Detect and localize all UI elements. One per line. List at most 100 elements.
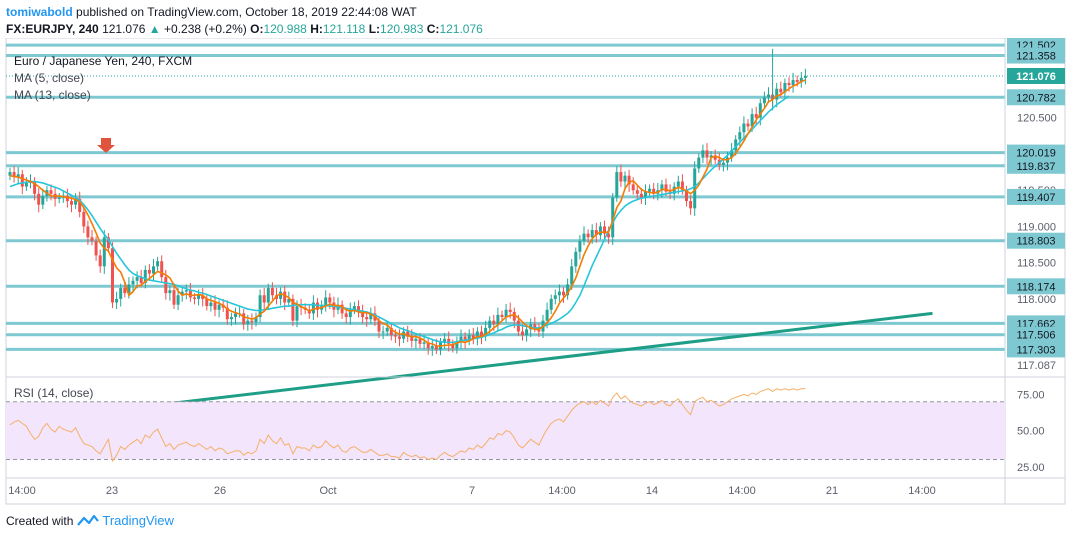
candle-body-48 xyxy=(205,298,209,307)
time-tick-2: 26 xyxy=(214,485,226,497)
level-badge-8 xyxy=(1007,188,1065,205)
author-name[interactable]: tomiwabold xyxy=(6,5,73,19)
tradingview-logo-icon xyxy=(77,514,100,526)
candle-body-181 xyxy=(750,114,754,127)
candle-body-167 xyxy=(693,168,697,209)
candle-body-108 xyxy=(451,343,455,349)
candle-body-53 xyxy=(225,307,229,320)
change-text: +0.238 (+0.2%) xyxy=(164,22,247,36)
candle-body-126 xyxy=(525,329,529,336)
high-label: H: xyxy=(310,22,323,36)
chart-legend: Euro / Japanese Yen, 240, FXCM MA (5, cl… xyxy=(14,54,192,400)
time-tick-1: 23 xyxy=(106,485,118,497)
candle-body-8 xyxy=(41,195,45,205)
candle-body-119 xyxy=(496,314,500,325)
trend-line[interactable] xyxy=(129,311,933,410)
candle-body-54 xyxy=(229,317,233,320)
candle-body-178 xyxy=(738,132,742,140)
candle-body-62 xyxy=(262,295,266,303)
rsi-tick-2: 25.00 xyxy=(1017,462,1045,474)
candle-body-135 xyxy=(562,291,565,296)
level-label-16: 117.303 xyxy=(1017,344,1056,356)
up-arrow-icon: ▲ xyxy=(148,22,161,36)
candle-body-112 xyxy=(467,335,471,341)
candles xyxy=(8,48,807,356)
candle-body-144 xyxy=(598,226,602,236)
candle-body-60 xyxy=(254,317,258,323)
candle-body-157 xyxy=(652,188,656,194)
candle-body-2 xyxy=(16,174,20,178)
candle-body-66 xyxy=(279,291,283,299)
candle-body-164 xyxy=(680,181,684,191)
price-axis[interactable]: 121.502121.358121.076120.782120.500120.0… xyxy=(6,38,1065,504)
candle-body-70 xyxy=(295,306,299,321)
candle-body-21 xyxy=(94,240,98,256)
candle-body-84 xyxy=(352,306,356,310)
candle-body-125 xyxy=(521,331,524,336)
time-tick-8: 21 xyxy=(826,485,838,497)
candle-body-180 xyxy=(746,123,750,127)
legend-title: Euro / Japanese Yen, 240, FXCM xyxy=(14,54,192,68)
candle-body-14 xyxy=(65,195,69,202)
candle-body-172 xyxy=(713,155,717,160)
candle-body-118 xyxy=(492,320,496,325)
price-chart[interactable]: 121.502121.358121.076120.782120.500120.0… xyxy=(0,38,1073,506)
candle-body-94 xyxy=(393,335,397,337)
candle-body-85 xyxy=(357,306,360,312)
candle-body-169 xyxy=(701,150,705,158)
candle-body-16 xyxy=(74,198,78,205)
candle-body-59 xyxy=(250,320,254,323)
candle-body-132 xyxy=(549,298,553,310)
candle-body-17 xyxy=(78,198,82,212)
candle-body-122 xyxy=(508,309,512,312)
tradingview-brand[interactable]: TradingView xyxy=(102,513,174,528)
candle-body-142 xyxy=(590,230,594,238)
price-tick-13: 118.000 xyxy=(1017,294,1056,306)
low-value: 120.983 xyxy=(380,22,424,36)
candle-body-30 xyxy=(131,280,135,285)
candle-body-103 xyxy=(430,346,434,349)
time-tick-9: 14:00 xyxy=(908,485,936,497)
candle-body-91 xyxy=(381,331,385,333)
candle-body-110 xyxy=(459,336,463,343)
candle-body-25 xyxy=(111,248,114,303)
candle-body-159 xyxy=(660,184,664,191)
rsi-tick-0: 75.00 xyxy=(1017,389,1045,401)
candle-body-102 xyxy=(426,342,430,349)
candle-body-67 xyxy=(283,291,287,303)
time-axis[interactable]: 14:00 23 26 Oct 7 14:00 14 14:00 21 14:00 xyxy=(8,485,936,497)
candle-body-131 xyxy=(545,309,549,321)
candle-body-168 xyxy=(697,157,701,169)
candle-body-49 xyxy=(209,302,213,307)
candle-body-179 xyxy=(742,123,746,133)
time-tick-5: 14:00 xyxy=(548,485,576,497)
time-tick-6: 14 xyxy=(646,485,658,497)
close-label: C: xyxy=(426,22,440,36)
candle-body-77 xyxy=(324,297,328,307)
candle-body-86 xyxy=(361,311,365,318)
candle-body-42 xyxy=(180,291,184,296)
candle-body-115 xyxy=(480,331,483,337)
price-tick-4: 120.500 xyxy=(1017,113,1057,125)
level-label-6: 119.837 xyxy=(1017,161,1056,173)
time-tick-0: 14:00 xyxy=(8,485,36,497)
time-tick-7: 14:00 xyxy=(728,485,756,497)
candle-body-147 xyxy=(611,197,615,238)
time-tick-4: 7 xyxy=(469,485,475,497)
candle-body-100 xyxy=(418,338,422,344)
candle-body-151 xyxy=(627,175,631,185)
candle-body-37 xyxy=(160,261,164,278)
chart-header: tomiwabold published on TradingView.com,… xyxy=(6,4,483,38)
candle-body-146 xyxy=(607,233,611,238)
rsi-tick-1: 50.00 xyxy=(1017,426,1045,438)
candle-body-20 xyxy=(90,237,94,241)
moving-averages xyxy=(9,79,806,347)
time-tick-3: Oct xyxy=(319,485,336,497)
close-value: 121.076 xyxy=(439,22,483,36)
support-trend-line xyxy=(129,311,933,410)
level-badge-10 xyxy=(1007,232,1065,249)
candle-body-10 xyxy=(49,190,53,194)
candle-body-68 xyxy=(287,298,291,303)
candle-body-46 xyxy=(197,295,201,299)
candle-body-23 xyxy=(102,237,106,267)
